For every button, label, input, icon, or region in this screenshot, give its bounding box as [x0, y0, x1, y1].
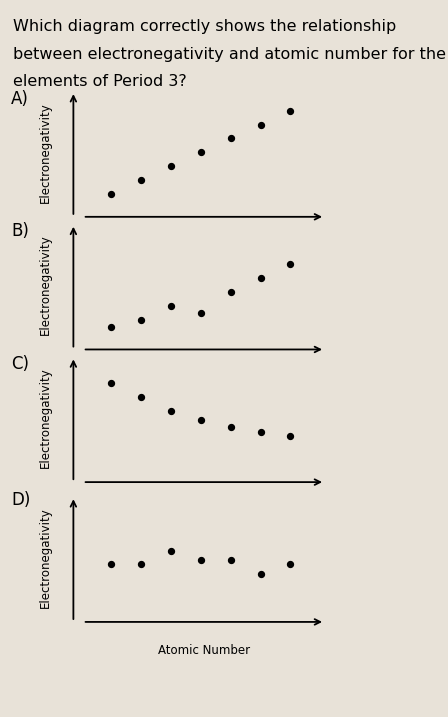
- Point: [138, 314, 145, 326]
- Point: [287, 559, 294, 570]
- Point: [197, 554, 204, 566]
- Point: [257, 272, 264, 284]
- Point: [138, 391, 145, 402]
- Point: [227, 133, 234, 144]
- Point: [287, 105, 294, 116]
- Point: [168, 161, 175, 172]
- Point: [287, 258, 294, 270]
- Text: Electronegativity: Electronegativity: [39, 507, 52, 608]
- Text: Atomic Number: Atomic Number: [158, 504, 250, 518]
- Point: [108, 377, 115, 389]
- Text: D): D): [11, 491, 30, 509]
- Point: [257, 569, 264, 580]
- Point: [197, 307, 204, 318]
- Text: C): C): [11, 355, 29, 373]
- Point: [227, 554, 234, 566]
- Point: [168, 545, 175, 556]
- Point: [168, 405, 175, 417]
- Point: [108, 321, 115, 333]
- Point: [257, 426, 264, 437]
- Point: [227, 286, 234, 298]
- Text: Atomic Number: Atomic Number: [158, 239, 250, 252]
- Text: Electronegativity: Electronegativity: [39, 367, 52, 468]
- Text: A): A): [11, 90, 29, 108]
- Text: between electronegativity and atomic number for the: between electronegativity and atomic num…: [13, 47, 447, 62]
- Point: [108, 189, 115, 200]
- Point: [227, 422, 234, 433]
- Text: Atomic Number: Atomic Number: [158, 644, 250, 657]
- Point: [287, 430, 294, 442]
- Point: [138, 174, 145, 186]
- Text: elements of Period 3?: elements of Period 3?: [13, 74, 187, 89]
- Point: [257, 119, 264, 130]
- Point: [168, 300, 175, 312]
- Text: B): B): [11, 222, 29, 240]
- Point: [197, 414, 204, 426]
- Point: [138, 559, 145, 570]
- Text: Which diagram correctly shows the relationship: Which diagram correctly shows the relati…: [13, 19, 396, 34]
- Text: Atomic Number: Atomic Number: [158, 371, 250, 385]
- Text: Electronegativity: Electronegativity: [39, 234, 52, 336]
- Point: [197, 146, 204, 158]
- Point: [108, 559, 115, 570]
- Text: Electronegativity: Electronegativity: [39, 102, 52, 203]
